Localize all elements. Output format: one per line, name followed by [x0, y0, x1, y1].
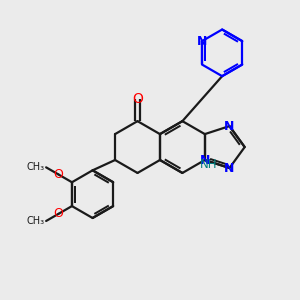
Text: N: N: [224, 161, 235, 175]
Text: O: O: [53, 207, 63, 220]
Text: CH₃: CH₃: [26, 216, 45, 226]
Text: O: O: [53, 168, 63, 181]
Text: O: O: [132, 92, 143, 106]
Text: NH: NH: [200, 158, 217, 171]
Text: CH₃: CH₃: [26, 162, 45, 172]
Text: N: N: [197, 35, 207, 48]
Text: N: N: [224, 120, 235, 133]
Text: N: N: [200, 154, 210, 166]
